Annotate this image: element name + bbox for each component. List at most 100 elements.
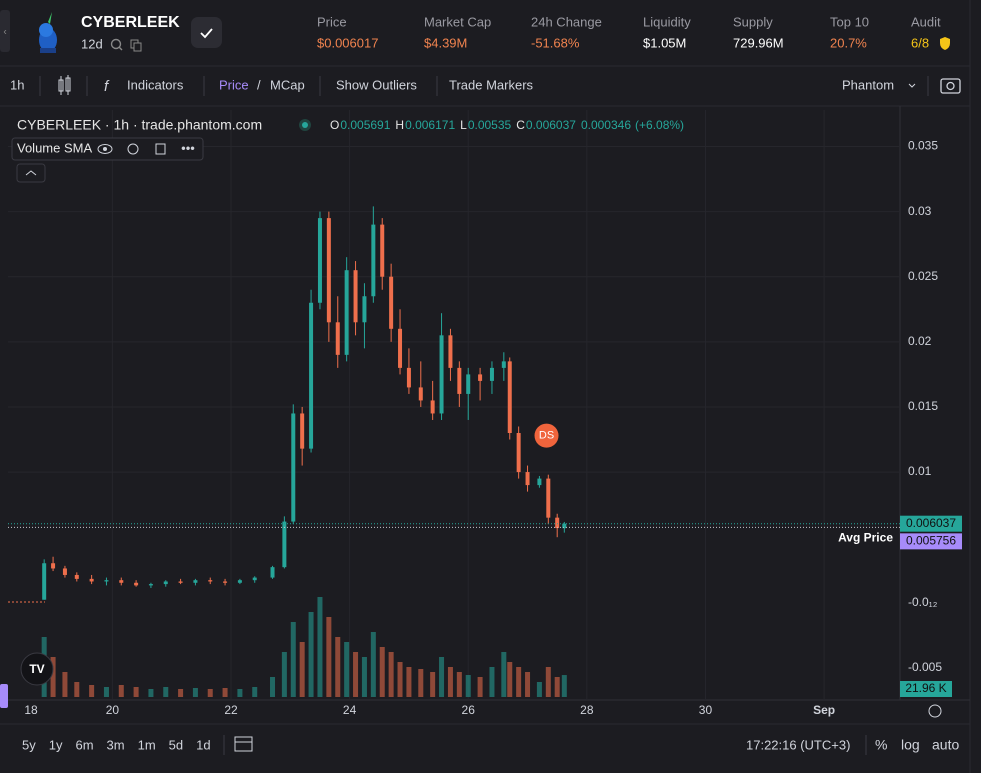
- candle-body: [507, 361, 512, 434]
- candle-body: [466, 374, 471, 394]
- volume-bar: [163, 687, 169, 697]
- candle-body: [501, 361, 506, 368]
- chart-type-icon[interactable]: [58, 75, 71, 95]
- y-tick-label: 0.035: [908, 139, 938, 153]
- volume-bar: [74, 682, 80, 697]
- volume-bar: [299, 642, 305, 697]
- volume-bar: [148, 689, 154, 697]
- mcap-toggle[interactable]: MCap: [270, 77, 305, 92]
- range-button[interactable]: 5d: [169, 737, 183, 752]
- volume-bar: [456, 672, 462, 697]
- collapse-button[interactable]: [16, 163, 46, 183]
- volume-bar: [554, 677, 560, 697]
- candle-body: [326, 218, 331, 323]
- volume-bar: [507, 662, 513, 697]
- axis-settings-icon[interactable]: [928, 704, 942, 718]
- volume-bar: [388, 652, 394, 697]
- verify-button[interactable]: [191, 17, 222, 48]
- candle-body: [516, 433, 521, 473]
- candle-body: [291, 413, 296, 522]
- candle-body: [489, 367, 494, 381]
- volume-bar: [317, 597, 323, 697]
- candle-body: [389, 276, 394, 329]
- ohlc-value: 0.006037: [526, 118, 576, 132]
- avg-price-label: 0.005756: [906, 534, 956, 548]
- tv-logo-text: TV: [29, 662, 44, 676]
- volume-bar: [536, 682, 542, 697]
- candle-body: [317, 218, 322, 303]
- side-tab[interactable]: [0, 684, 8, 708]
- delete-icon[interactable]: [155, 143, 166, 155]
- outliers-button[interactable]: Show Outliers: [336, 77, 417, 92]
- indicators-button[interactable]: Indicators: [127, 77, 184, 92]
- candle-body: [478, 374, 483, 381]
- candle-body: [62, 568, 67, 575]
- volume-bar: [465, 675, 471, 697]
- candle-body: [546, 478, 551, 518]
- candle-body: [89, 578, 94, 582]
- avg-price-title: Avg Price: [838, 531, 893, 545]
- auto-toggle[interactable]: auto: [932, 737, 959, 753]
- wallet-select[interactable]: Phantom: [842, 77, 894, 92]
- tv-logo[interactable]: [20, 652, 54, 686]
- range-button[interactable]: 6m: [75, 737, 93, 752]
- x-tick-label: 26: [462, 703, 476, 717]
- trade-marker: [534, 423, 559, 448]
- token-age: 12d: [81, 36, 103, 51]
- back-button[interactable]: [0, 10, 10, 52]
- range-button[interactable]: 1m: [138, 737, 156, 752]
- volume-bar: [353, 652, 359, 697]
- candle-body: [525, 472, 530, 486]
- stat-value: $1.05M: [643, 35, 686, 50]
- range-button[interactable]: 1y: [49, 737, 63, 752]
- y-tick-label: 0.01: [908, 464, 932, 478]
- range-button[interactable]: 5y: [22, 737, 36, 752]
- candle-body: [335, 322, 340, 355]
- candle-body: [178, 581, 183, 583]
- candle-body: [119, 580, 124, 583]
- price-toggle[interactable]: Price: [219, 77, 249, 92]
- volume-bar: [477, 677, 483, 697]
- candle-body: [555, 517, 560, 529]
- log-toggle[interactable]: log: [901, 737, 920, 753]
- settings-icon[interactable]: [127, 143, 139, 155]
- candle-body: [74, 574, 79, 579]
- search-icon[interactable]: [110, 38, 123, 51]
- indicator-row[interactable]: [11, 137, 204, 161]
- range-button[interactable]: 1d: [196, 737, 210, 752]
- candle-body: [104, 580, 109, 582]
- ohlc-key: C: [516, 118, 525, 132]
- candle-body: [208, 580, 213, 582]
- volume-bar: [222, 688, 228, 697]
- volume-bar: [62, 672, 68, 697]
- candle-body: [42, 563, 47, 600]
- camera-icon[interactable]: [940, 78, 961, 94]
- avg-price-box: [900, 533, 962, 550]
- more-icon[interactable]: •••: [181, 140, 195, 155]
- candle-body: [418, 387, 423, 401]
- stat-value: $0.006017: [317, 35, 378, 50]
- candle-body: [282, 521, 287, 568]
- check-icon: [200, 28, 213, 39]
- markers-button[interactable]: Trade Markers: [449, 77, 534, 92]
- ohlc-value: 0.006171: [405, 118, 455, 132]
- x-tick-label: 24: [343, 703, 357, 717]
- range-button[interactable]: 3m: [107, 737, 125, 752]
- copy-icon[interactable]: [130, 39, 142, 52]
- ohlc-key: H: [395, 118, 404, 132]
- trade-marker-label: DS: [539, 430, 554, 442]
- eye-icon[interactable]: [97, 144, 113, 154]
- change-value: 0.000346: [581, 118, 631, 132]
- percent-toggle[interactable]: %: [875, 737, 887, 753]
- candle-body: [562, 523, 567, 529]
- stat-value: 6/8: [911, 35, 929, 50]
- y-tick-label: 0.02: [908, 334, 932, 348]
- interval-button[interactable]: 1h: [10, 77, 24, 92]
- stat-label: Audit: [911, 14, 941, 29]
- indicator-name: Volume SMA: [17, 140, 92, 155]
- volume-label-box: [900, 681, 952, 697]
- calendar-icon[interactable]: [234, 736, 253, 752]
- header-bar: [0, 0, 981, 62]
